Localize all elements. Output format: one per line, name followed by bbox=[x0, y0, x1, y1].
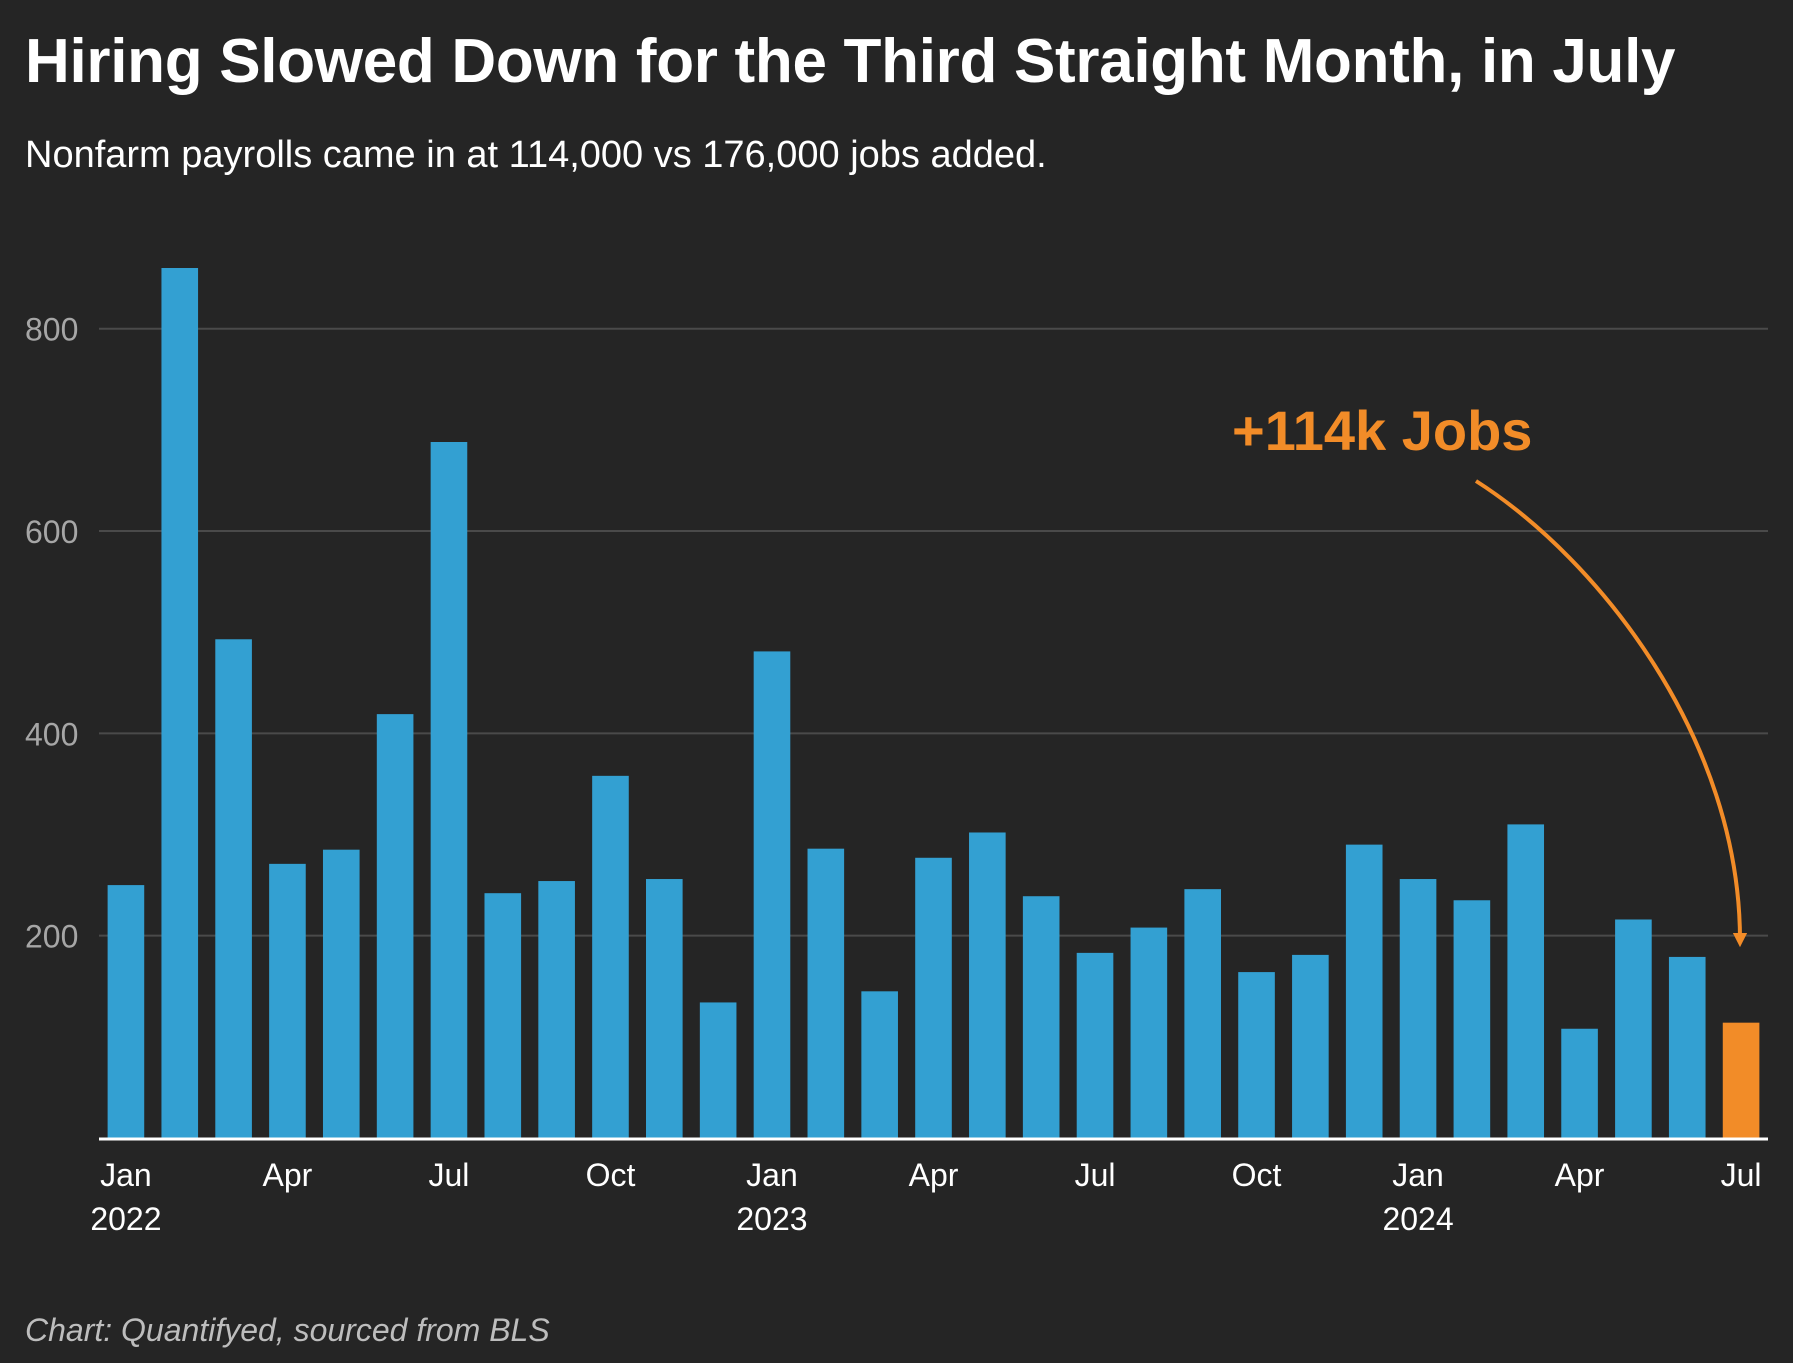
bar bbox=[1130, 927, 1168, 1138]
bar bbox=[430, 442, 468, 1138]
bar-highlight bbox=[1722, 1022, 1760, 1138]
x-tick-year-label: 2022 bbox=[90, 1201, 161, 1237]
x-tick-month-label: Jul bbox=[428, 1157, 469, 1193]
bar bbox=[107, 885, 145, 1138]
y-tick-label: 200 bbox=[25, 919, 78, 955]
x-tick-month-label: Jan bbox=[746, 1157, 798, 1193]
chart-source: Chart: Quantifyed, sourced from BLS bbox=[25, 1312, 550, 1348]
x-tick-month-label: Apr bbox=[909, 1157, 959, 1193]
bar bbox=[1292, 954, 1329, 1138]
bar bbox=[753, 651, 791, 1138]
bar bbox=[1022, 896, 1060, 1138]
x-tick-month-label: Jan bbox=[1392, 1157, 1444, 1193]
x-tick-month-label: Apr bbox=[1555, 1157, 1605, 1193]
bar bbox=[1238, 972, 1275, 1138]
bar bbox=[1507, 824, 1545, 1138]
x-tick-year-label: 2023 bbox=[736, 1201, 807, 1237]
bar bbox=[807, 848, 845, 1138]
bar bbox=[484, 893, 522, 1138]
bar bbox=[592, 775, 629, 1138]
x-tick-month-label: Oct bbox=[586, 1157, 636, 1193]
x-tick-month-label: Apr bbox=[263, 1157, 313, 1193]
bar bbox=[538, 881, 575, 1138]
bar bbox=[1561, 1028, 1598, 1138]
bar bbox=[861, 991, 898, 1138]
annotation-arrow bbox=[1474, 479, 1748, 948]
bar bbox=[1453, 900, 1491, 1138]
bar bbox=[269, 863, 306, 1138]
x-tick-month-label: Jul bbox=[1721, 1157, 1762, 1193]
bar bbox=[1076, 952, 1114, 1138]
annotation-label: +114k Jobs bbox=[1232, 399, 1532, 462]
y-tick-label: 400 bbox=[25, 716, 78, 752]
bar bbox=[699, 1002, 737, 1138]
bar bbox=[376, 714, 414, 1138]
y-tick-label: 800 bbox=[25, 312, 78, 348]
bar bbox=[969, 832, 1006, 1138]
x-tick-month-label: Oct bbox=[1232, 1157, 1282, 1193]
bar bbox=[1399, 879, 1437, 1138]
chart-title: Hiring Slowed Down for the Third Straigh… bbox=[25, 27, 1676, 96]
bar bbox=[322, 849, 360, 1138]
chart-subtitle: Nonfarm payrolls came in at 114,000 vs 1… bbox=[25, 134, 1047, 176]
bar bbox=[161, 268, 199, 1138]
bar bbox=[215, 639, 252, 1138]
bar bbox=[915, 857, 952, 1138]
x-tick-year-label: 2024 bbox=[1382, 1201, 1453, 1237]
x-tick-month-label: Jul bbox=[1075, 1157, 1116, 1193]
bar bbox=[1615, 919, 1652, 1138]
bar bbox=[646, 879, 683, 1138]
bar bbox=[1184, 889, 1221, 1138]
bar bbox=[1345, 844, 1383, 1138]
y-tick-label: 600 bbox=[25, 514, 78, 550]
bar bbox=[1668, 956, 1706, 1138]
x-tick-month-label: Jan bbox=[100, 1157, 152, 1193]
